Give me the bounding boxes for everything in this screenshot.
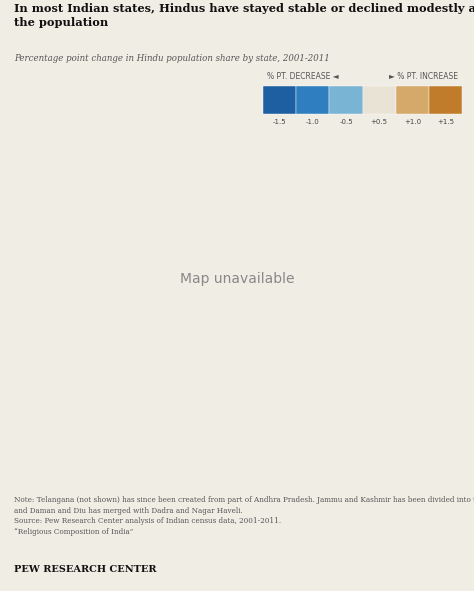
Text: +0.5: +0.5: [371, 119, 388, 125]
Text: In most Indian states, Hindus have stayed stable or declined modestly as a share: In most Indian states, Hindus have staye…: [14, 3, 474, 28]
Text: % PT. DECREASE ◄: % PT. DECREASE ◄: [267, 73, 339, 82]
Text: Note: Telangana (not shown) has since been created from part of Andhra Pradesh. : Note: Telangana (not shown) has since be…: [14, 496, 474, 535]
Bar: [263, 86, 296, 114]
Text: -1.5: -1.5: [273, 119, 286, 125]
Bar: [396, 86, 429, 114]
Text: ► % PT. INCREASE: ► % PT. INCREASE: [389, 73, 458, 82]
Bar: [296, 86, 329, 114]
Text: -1.0: -1.0: [306, 119, 320, 125]
Text: Map unavailable: Map unavailable: [180, 272, 294, 286]
Text: PEW RESEARCH CENTER: PEW RESEARCH CENTER: [14, 566, 157, 574]
Bar: [363, 86, 396, 114]
Bar: [429, 86, 462, 114]
Text: Percentage point change in Hindu population share by state, 2001-2011: Percentage point change in Hindu populat…: [14, 54, 330, 63]
Text: -0.5: -0.5: [339, 119, 353, 125]
Text: +1.0: +1.0: [404, 119, 421, 125]
Text: +1.5: +1.5: [437, 119, 454, 125]
Bar: [329, 86, 363, 114]
